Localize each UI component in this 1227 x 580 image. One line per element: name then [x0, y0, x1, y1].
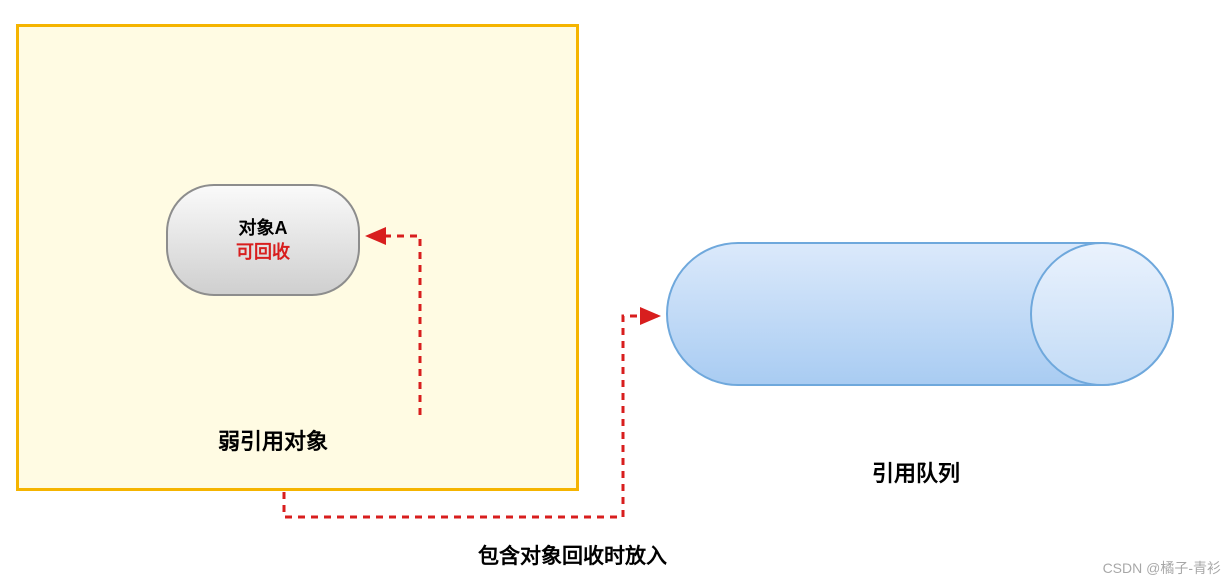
- object-a-node: 对象A 可回收: [166, 184, 360, 296]
- flow-caption: 包含对象回收时放入: [478, 540, 667, 570]
- reference-queue-cylinder: [666, 242, 1174, 386]
- cylinder-cap: [1030, 242, 1174, 386]
- reference-queue-label: 引用队列: [872, 456, 960, 488]
- watermark: CSDN @橘子-青衫: [1103, 558, 1221, 578]
- diagram-stage: 对象A 可回收 弱引用对象 引用队列 包含对象回收时放入 CSDN @橘子-青衫: [0, 0, 1227, 580]
- object-a-title: 对象A: [239, 216, 288, 240]
- weak-ref-label: 弱引用对象: [218, 424, 328, 456]
- object-a-status: 可回收: [236, 240, 290, 264]
